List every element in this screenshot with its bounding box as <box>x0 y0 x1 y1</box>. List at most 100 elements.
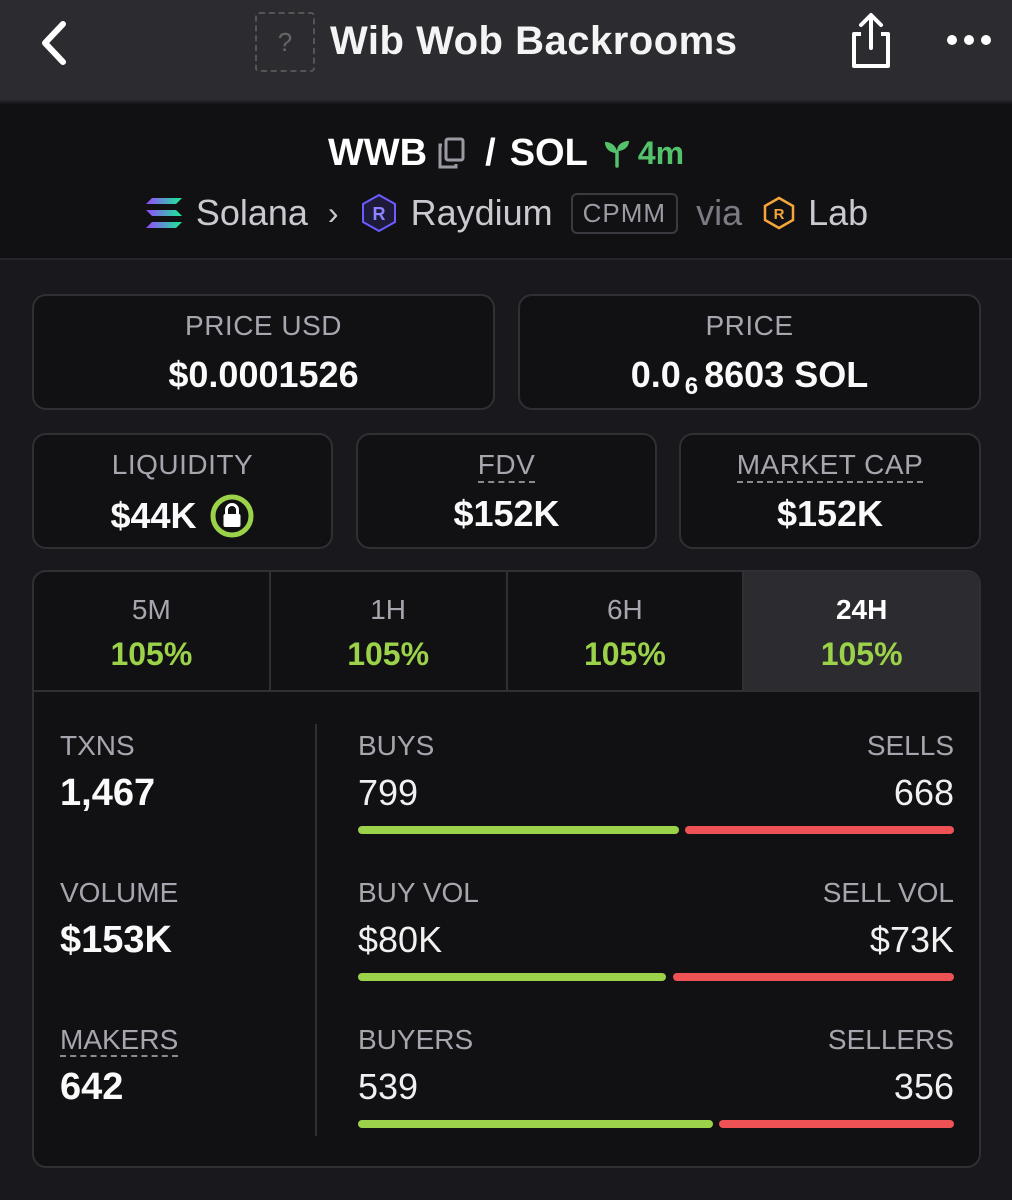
fdv-label[interactable]: FDV <box>358 449 655 483</box>
chevron-right-icon: › <box>327 194 339 231</box>
more-options-button[interactable] <box>942 20 996 60</box>
price-native-value: 0.0 6 8603 SOL <box>520 354 979 400</box>
column-divider <box>315 724 317 1136</box>
txns-stat: TXNS 1,467 <box>60 730 155 815</box>
dex-link[interactable]: Raydium <box>410 192 553 233</box>
sells-bar-fill <box>685 826 954 834</box>
liquidity-label: LIQUIDITY <box>111 449 254 480</box>
sell-vol-value: $73K <box>869 919 954 960</box>
sell-vol-label: SELL VOL <box>822 877 954 908</box>
raydium-logo-icon: R <box>359 193 399 233</box>
copy-address-button[interactable] <box>437 137 465 169</box>
top-nav-bar: ? Wib Wob Backrooms <box>0 0 1012 102</box>
volume-value: $153K <box>60 919 172 961</box>
price-usd-value: $0.0001526 <box>168 354 359 395</box>
pair-title: WWB / SOL 4m <box>0 126 1012 180</box>
chain-link[interactable]: Solana <box>195 192 308 233</box>
back-button[interactable] <box>34 18 74 68</box>
fdv-label-text: FDV <box>477 449 536 483</box>
buyers-bar-fill <box>358 1120 714 1128</box>
pair-age: 4m <box>602 135 684 172</box>
tab-6h[interactable]: 6H 105% <box>508 572 745 690</box>
buys-label: BUYS <box>358 730 435 761</box>
price-prefix: 0.0 <box>630 354 681 395</box>
tab-change: 105% <box>583 636 666 672</box>
buy-vol-label: BUY VOL <box>358 877 479 908</box>
fdv-box: FDV $152K <box>356 433 657 549</box>
tab-change: 105% <box>347 636 430 672</box>
quote-token-symbol: SOL <box>509 131 588 174</box>
makers-label-text: MAKERS <box>60 1024 179 1057</box>
price-native-box: PRICE 0.0 6 8603 SOL <box>518 294 981 410</box>
price-zero-count: 6 <box>684 373 699 400</box>
pool-type-badge: CPMM <box>570 192 679 234</box>
tab-change: 105% <box>110 636 193 672</box>
liquidity-lock-button[interactable] <box>209 493 255 539</box>
txns-label: TXNS <box>60 730 135 761</box>
price-usd-label: PRICE USD <box>185 310 342 341</box>
volume-stat: VOLUME $153K <box>60 877 178 962</box>
makers-bar <box>358 1120 954 1128</box>
buyers-label: BUYERS <box>358 1024 474 1055</box>
copy-icon <box>438 137 465 169</box>
base-token-symbol: WWB <box>327 131 428 174</box>
chevron-left-icon <box>42 21 66 65</box>
buys-value: 799 <box>358 772 419 813</box>
via-label: via <box>696 192 743 233</box>
liquidity-box: LIQUIDITY $44K <box>32 433 333 549</box>
buy-vol-bar-fill <box>358 973 667 981</box>
lock-icon <box>210 494 254 538</box>
timeframe-tabs: 5M 105% 1H 105% 6H 105% 24H 105% <box>34 572 979 692</box>
more-horizontal-icon <box>947 35 991 45</box>
tab-5m[interactable]: 5M 105% <box>34 572 271 690</box>
svg-text:R: R <box>372 204 385 224</box>
buy-vol-value: $80K <box>358 919 443 960</box>
volume-label: VOLUME <box>60 877 179 908</box>
pair-header: WWB / SOL 4m <box>0 104 1012 260</box>
buys-bar-fill <box>358 826 680 834</box>
tab-24h[interactable]: 24H 105% <box>744 572 979 690</box>
page-title: Wib Wob Backrooms <box>330 19 738 63</box>
pair-separator: / <box>485 131 496 174</box>
timeframe-stats-panel: 5M 105% 1H 105% 6H 105% 24H 105% TXNS 1,… <box>32 570 981 1168</box>
makers-stat: MAKERS 642 <box>60 1024 179 1109</box>
sprout-icon <box>604 141 629 168</box>
tab-1h[interactable]: 1H 105% <box>271 572 508 690</box>
tab-label: 6H <box>606 594 643 625</box>
market-cap-value: $152K <box>776 493 884 534</box>
pair-age-value: 4m <box>637 134 685 171</box>
solana-logo-icon <box>144 196 184 230</box>
fdv-value: $152K <box>453 493 560 534</box>
market-cap-label-text: MARKET CAP <box>736 449 924 483</box>
makers-value: 642 <box>60 1066 124 1108</box>
tab-label: 1H <box>370 594 407 625</box>
market-cap-label[interactable]: MARKET CAP <box>681 449 979 483</box>
volume-split: BUY VOL SELL VOL $80K $73K <box>358 877 954 981</box>
launchpad-link[interactable]: Lab <box>808 192 869 233</box>
tab-label: 5M <box>131 594 171 625</box>
buys-sells-bar <box>358 826 954 834</box>
share-button[interactable] <box>846 10 896 72</box>
price-usd-box: PRICE USD $0.0001526 <box>32 294 495 410</box>
svg-text:R: R <box>774 206 785 223</box>
market-cap-box: MARKET CAP $152K <box>679 433 981 549</box>
token-image-placeholder: ? <box>255 12 315 72</box>
share-icon <box>852 13 890 68</box>
sell-vol-bar-fill <box>672 973 954 981</box>
lab-logo-icon: R <box>762 196 796 230</box>
sellers-label: SELLERS <box>827 1024 954 1055</box>
buys-sells-split: BUYS SELLS 799 668 <box>358 730 954 834</box>
sells-label: SELLS <box>866 730 954 761</box>
makers-label[interactable]: MAKERS <box>60 1024 179 1057</box>
tab-change: 105% <box>820 636 903 672</box>
volume-bar <box>358 973 954 981</box>
buyers-value: 539 <box>358 1066 419 1107</box>
liquidity-amount: $44K <box>110 495 197 536</box>
price-unit: SOL <box>794 354 869 395</box>
sells-value: 668 <box>893 772 954 813</box>
liquidity-value: $44K <box>34 493 331 539</box>
sellers-value: 356 <box>893 1066 954 1107</box>
price-digits: 8603 <box>704 354 785 395</box>
makers-split: BUYERS SELLERS 539 356 <box>358 1024 954 1128</box>
tab-label: 24H <box>835 594 888 625</box>
